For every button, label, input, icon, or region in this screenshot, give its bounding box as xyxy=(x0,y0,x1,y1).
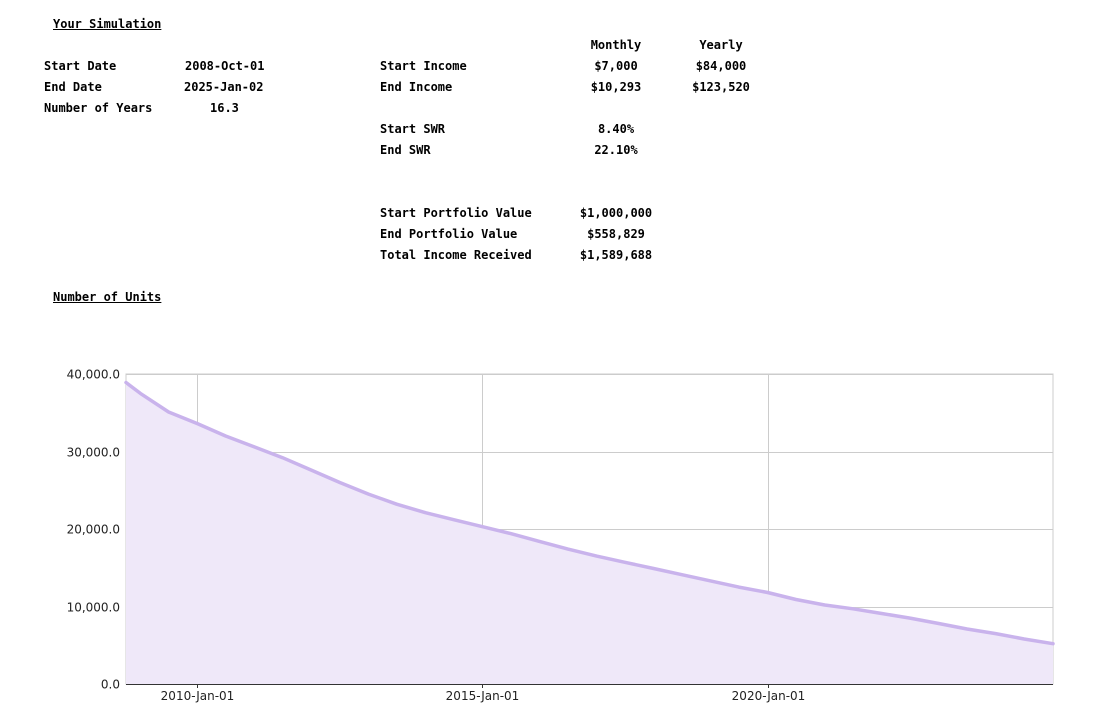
end-income-monthly: $10,293 xyxy=(590,80,642,94)
monthly-header: Monthly xyxy=(590,38,642,52)
start-date-value: 2008-Oct-01 xyxy=(185,59,265,73)
start-date-label: Start Date xyxy=(44,59,117,73)
start-income-monthly: $7,000 xyxy=(594,59,638,73)
y-tick-label: 30,000.0 xyxy=(67,446,120,460)
simulation-heading: Your Simulation xyxy=(53,17,162,31)
yearly-header: Yearly xyxy=(699,38,743,52)
start-income-label: Start Income xyxy=(380,59,467,73)
y-tick-label: 40,000.0 xyxy=(67,368,120,382)
end-swr-value: 22.10% xyxy=(594,143,638,157)
end-date-label: End Date xyxy=(44,80,102,94)
start-swr-value: 8.40% xyxy=(597,122,635,136)
series-line xyxy=(124,380,1055,646)
x-tick-label: 2015-Jan-01 xyxy=(446,689,520,703)
y-tick-label: 20,000.0 xyxy=(67,523,120,537)
end-income-label: End Income xyxy=(380,80,453,94)
start-swr-label: Start SWR xyxy=(380,122,446,136)
x-tick-label: 2020-Jan-01 xyxy=(732,689,806,703)
start-portfolio-value: $1,000,000 xyxy=(579,206,653,220)
y-tick-label: 0.0 xyxy=(101,678,120,692)
total-income-value: $1,589,688 xyxy=(579,248,653,262)
total-income-label: Total Income Received xyxy=(380,248,532,262)
series-area-fill xyxy=(126,382,1053,684)
chart-axes: 0.0 10,000.0 20,000.0 30,000.0 40,000.0 2010-… xyxy=(67,368,1053,703)
end-portfolio-label: End Portfolio Value xyxy=(380,227,518,241)
end-swr-label: End SWR xyxy=(380,143,431,157)
end-income-yearly: $123,520 xyxy=(692,80,750,94)
chart-points xyxy=(125,382,1054,644)
years-label: Number of Years xyxy=(44,101,153,115)
y-tick-label: 10,000.0 xyxy=(67,601,120,615)
years-value: 16.3 xyxy=(210,101,239,115)
x-tick-label: 2010-Jan-01 xyxy=(161,689,235,703)
end-date-value: 2025-Jan-02 xyxy=(184,80,264,94)
end-portfolio-value: $558,829 xyxy=(587,227,645,241)
units-heading: Number of Units xyxy=(53,290,162,304)
start-portfolio-label: Start Portfolio Value xyxy=(380,206,532,220)
start-income-yearly: $84,000 xyxy=(695,59,747,73)
